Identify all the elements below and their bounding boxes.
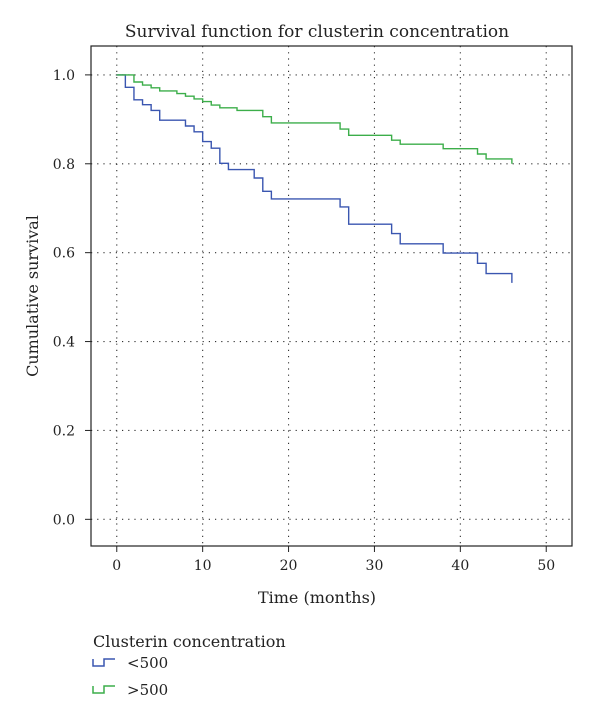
y-tick-label: 0.0: [53, 512, 75, 528]
grid-lines: [91, 46, 572, 546]
legend-swatch-0: [92, 658, 115, 667]
x-tick-label: 40: [451, 558, 469, 574]
y-tick-label: 0.4: [53, 335, 75, 351]
x-axis-label: Time (months): [258, 588, 376, 607]
x-tick-label: 50: [537, 558, 555, 574]
x-tick-label: 30: [366, 558, 384, 574]
legend-label-1: >500: [127, 681, 168, 699]
y-tick-label: 1.0: [53, 68, 75, 84]
y-tick-label: 0.8: [53, 157, 75, 173]
y-axis-label: Cumulative survival: [23, 215, 42, 377]
legend-label-0: <500: [127, 654, 168, 672]
legend-title: Clusterin concentration: [93, 632, 286, 651]
x-tick-label: 20: [280, 558, 298, 574]
series-lines: [116, 74, 513, 283]
legend: Clusterin concentration <500 >500: [92, 632, 286, 699]
y-tick-label: 0.2: [53, 423, 75, 439]
y-tick-label: 0.6: [53, 246, 75, 262]
chart-title: Survival function for clusterin concentr…: [125, 22, 509, 42]
x-tick-label: 0: [112, 558, 121, 574]
plot-frame: [90, 45, 573, 547]
legend-swatch-1: [92, 685, 115, 694]
series-line-0: [116, 74, 513, 283]
axis-ticks: 0 10 20 30 40 50 0.0 0.2 0.4 0.6 0.8 1.0: [53, 68, 555, 574]
x-tick-label: 10: [194, 558, 212, 574]
series-line-1: [116, 74, 513, 164]
